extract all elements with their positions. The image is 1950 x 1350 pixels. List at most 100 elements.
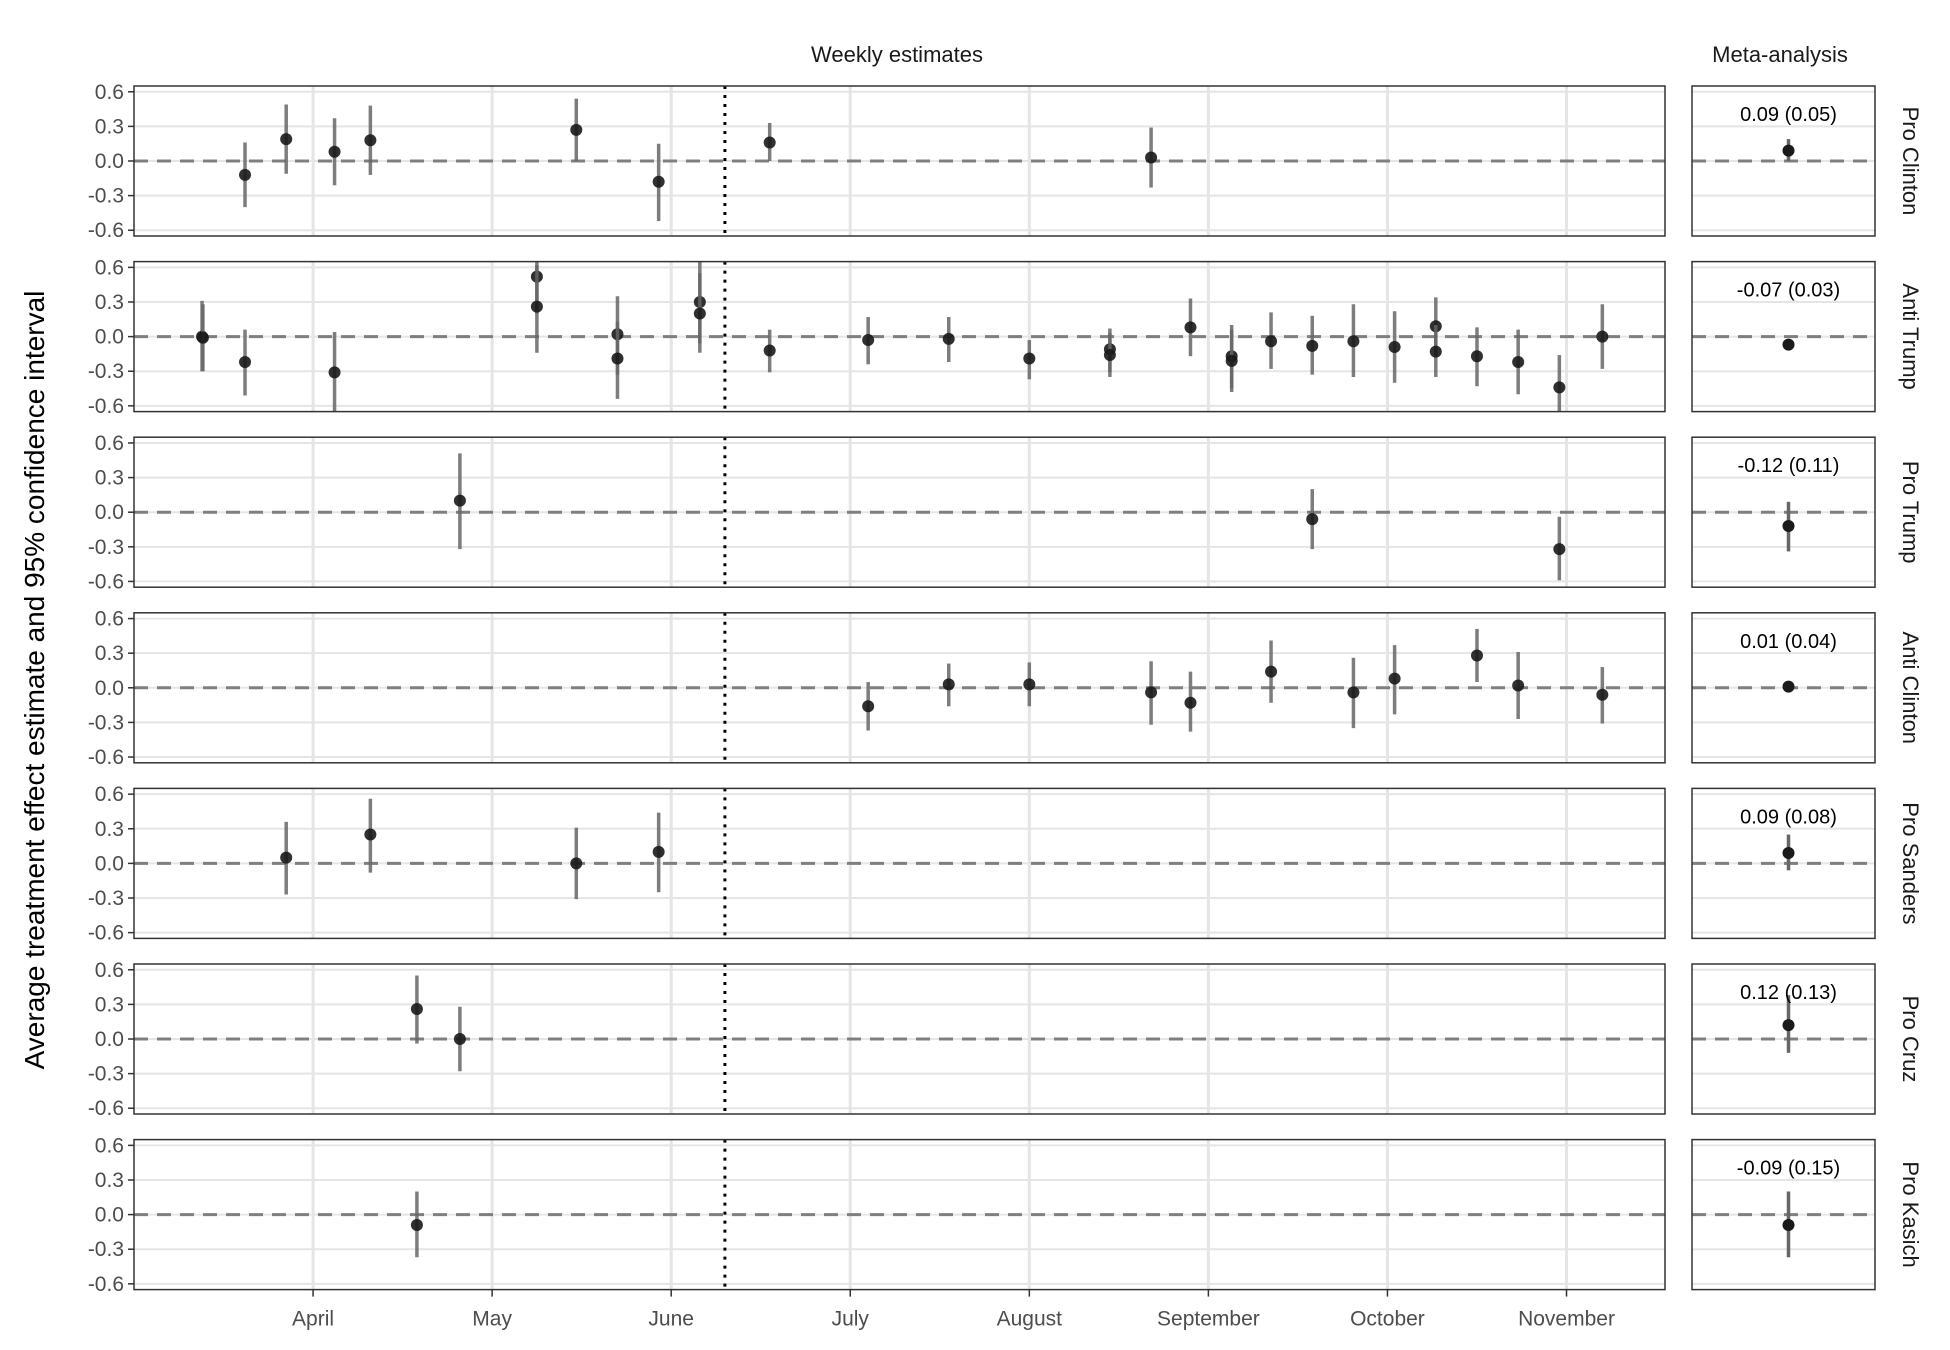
estimate-point (1596, 330, 1609, 343)
row-strip-label: Pro Sanders (1898, 802, 1923, 924)
row-strip-label: Pro Cruz (1898, 996, 1923, 1083)
y-tick-label: -0.3 (88, 711, 124, 734)
estimate-point (1265, 665, 1278, 678)
y-tick-label: -0.3 (88, 185, 124, 208)
x-tick-label: September (1157, 1308, 1260, 1331)
meta-estimate-label: -0.07 (0.03) (1737, 280, 1840, 302)
meta-estimate-point (1782, 1019, 1795, 1032)
estimate-point (364, 828, 377, 841)
meta-estimate-point (1782, 520, 1795, 533)
estimate-point (364, 134, 377, 147)
estimate-point (1023, 678, 1036, 691)
y-tick-label: 0.3 (95, 115, 124, 138)
meta-panel-border (1691, 260, 1876, 413)
estimate-point (1553, 381, 1566, 394)
y-tick-label: 0.3 (95, 642, 124, 665)
estimate-point (1306, 513, 1319, 526)
estimate-point (652, 845, 665, 858)
y-tick-label: 0.0 (95, 1204, 124, 1227)
estimate-point (862, 700, 875, 713)
y-tick-label: -0.6 (88, 1097, 124, 1120)
estimate-point (1184, 696, 1197, 709)
meta-estimate-point (1782, 680, 1795, 693)
estimate-point (1388, 672, 1401, 685)
y-tick-label: -0.3 (88, 1238, 124, 1261)
meta-panel-border (1691, 612, 1876, 764)
y-tick-label: -0.6 (88, 746, 124, 769)
estimate-point (652, 175, 665, 188)
panel-pro-clinton: 0.09 (0.05) 0.6 0.3 0.0 -0.3 -0.6 Pro Clinton (88, 81, 1923, 242)
y-tick-label: 0.3 (95, 291, 124, 314)
y-tick-label: 0.6 (95, 81, 124, 104)
meta-estimate-label: 0.09 (0.08) (1740, 806, 1837, 828)
meta-panel-border (1691, 963, 1876, 1115)
x-tick-label: November (1518, 1308, 1615, 1331)
meta-estimate-point (1782, 847, 1795, 860)
meta-estimate-label: 0.01 (0.04) (1740, 631, 1837, 653)
y-tick-label: 0.3 (95, 818, 124, 841)
estimate-point (1103, 349, 1116, 362)
y-tick-label: -0.6 (88, 395, 124, 418)
x-axis: April May June July August September October No… (292, 1289, 1615, 1331)
meta-estimate-label: 0.09 (0.05) (1740, 104, 1837, 126)
column-strip-weekly: Weekly estimates (811, 42, 983, 67)
meta-estimate-label: 0.12 (0.13) (1740, 982, 1837, 1004)
y-tick-label: -0.6 (88, 922, 124, 945)
row-strip-label: Pro Clinton (1898, 107, 1923, 216)
y-tick-label: 0.3 (95, 467, 124, 490)
estimate-point (453, 1033, 466, 1045)
estimate-point (1429, 345, 1442, 358)
y-tick-label: 0.6 (95, 432, 124, 455)
y-tick-label: 0.3 (95, 993, 124, 1016)
estimate-point (1347, 686, 1360, 699)
estimate-point (196, 331, 209, 344)
estimate-point (280, 851, 293, 864)
meta-panel-border (1691, 1138, 1876, 1291)
estimate-point (763, 344, 776, 357)
panel-pro-cruz: 0.12 (0.13) 0.6 0.3 0.0 -0.3 -0.6 Pro Cruz (88, 959, 1923, 1120)
facet-panels: 0.09 (0.05) 0.6 0.3 0.0 -0.3 -0.6 Pro Clinton -… (88, 81, 1923, 1296)
row-strip-label: Anti Trump (1898, 283, 1923, 389)
meta-estimate-label: -0.09 (0.15) (1737, 1158, 1840, 1180)
estimate-point (1388, 340, 1401, 353)
x-tick-label: July (832, 1308, 870, 1331)
y-tick-label: 0.6 (95, 1134, 124, 1157)
y-tick-label: 0.6 (95, 608, 124, 631)
row-strip-label: Pro Trump (1898, 461, 1923, 564)
estimate-point (1553, 543, 1566, 556)
estimate-point (862, 334, 875, 347)
meta-estimate-label: -0.12 (0.11) (1738, 455, 1840, 477)
estimate-point (1512, 679, 1525, 692)
y-tick-label: -0.3 (88, 1063, 124, 1086)
row-strip-label: Pro Kasich (1898, 1161, 1923, 1267)
column-strip-meta: Meta-analysis (1712, 42, 1848, 67)
x-tick-label: April (292, 1308, 334, 1331)
y-tick-label: 0.0 (95, 1028, 124, 1051)
panel-pro-trump: -0.12 (0.11) 0.6 0.3 0.0 -0.3 -0.6 Pro Trump (88, 432, 1923, 593)
estimate-point (1470, 350, 1483, 363)
estimate-point (570, 857, 583, 870)
y-tick-label: 0.0 (95, 326, 124, 349)
y-tick-label: 0.6 (95, 959, 124, 982)
y-tick-label: 0.3 (95, 1169, 124, 1192)
x-tick-label: May (472, 1308, 512, 1331)
estimate-point (611, 352, 624, 365)
y-tick-label: -0.6 (88, 219, 124, 242)
panel-pro-sanders: 0.09 (0.08) 0.6 0.3 0.0 -0.3 -0.6 Pro Sanders (88, 783, 1923, 944)
x-tick-label: August (997, 1308, 1063, 1331)
y-axis-title: Average treatment effect estimate and 95… (19, 291, 50, 1070)
panel-anti-trump: -0.07 (0.03) 0.6 0.3 0.0 -0.3 -0.6 Anti Trump (88, 256, 1923, 417)
estimate-point (570, 123, 583, 136)
estimate-point (1023, 352, 1036, 365)
estimate-point (942, 678, 955, 691)
y-tick-label: -0.3 (88, 360, 124, 383)
y-tick-label: -0.6 (88, 1273, 124, 1296)
estimate-point (1512, 355, 1525, 368)
y-tick-label: -0.3 (88, 887, 124, 910)
estimate-point (1184, 321, 1197, 334)
estimate-point (1225, 354, 1238, 367)
meta-panel-border (1691, 787, 1876, 940)
panel-anti-clinton: 0.01 (0.04) 0.6 0.3 0.0 -0.3 -0.6 Anti Clinton (88, 608, 1923, 769)
y-tick-label: 0.0 (95, 501, 124, 524)
estimate-point (1145, 686, 1158, 699)
